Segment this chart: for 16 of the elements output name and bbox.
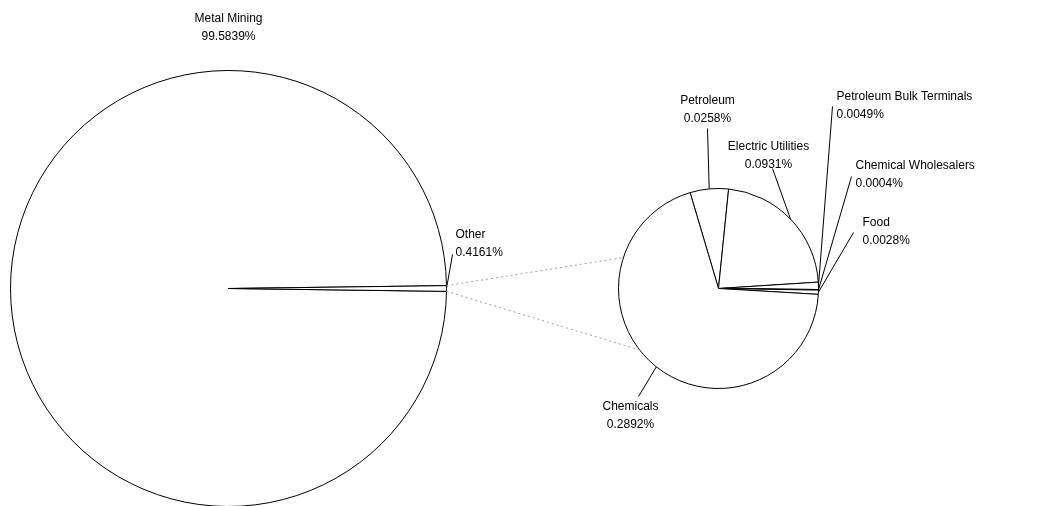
slice-label: Food: [862, 214, 890, 229]
slice-label: Other: [455, 226, 486, 241]
data-label: 0.0258%: [683, 110, 732, 125]
data-label: 0.0004%: [855, 175, 904, 190]
data-label: 0.4161%: [455, 244, 504, 259]
data-label: 0.0049%: [836, 106, 885, 121]
data-label: 0.0028%: [862, 232, 911, 247]
slice-label: Electric Utilities: [727, 138, 810, 153]
slice-label: Chemical Wholesalers: [855, 157, 975, 172]
slice-label: Petroleum: [680, 92, 735, 107]
data-label: 0.2892%: [606, 416, 655, 431]
data-label: 0.0931%: [744, 156, 793, 171]
slice-label: Metal Mining: [194, 10, 263, 25]
slice-label: Chemicals: [602, 398, 659, 413]
data-label: 99.5839%: [201, 28, 256, 43]
slice-label: Petroleum Bulk Terminals: [836, 88, 973, 103]
